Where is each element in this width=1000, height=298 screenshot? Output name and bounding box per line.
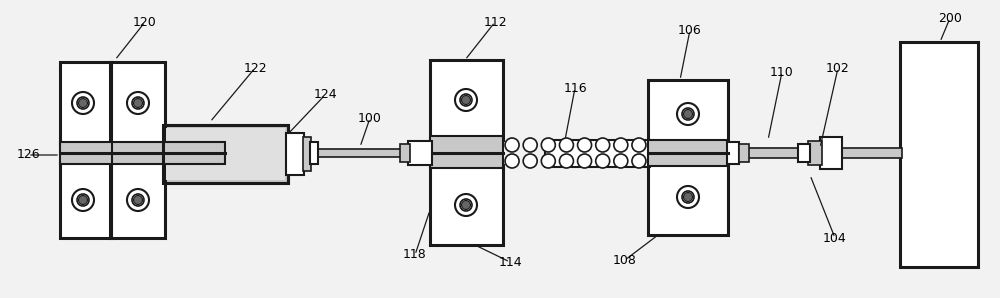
Text: 122: 122 — [243, 61, 267, 74]
Circle shape — [596, 138, 610, 152]
Text: 106: 106 — [678, 24, 702, 36]
Circle shape — [684, 109, 692, 119]
Circle shape — [559, 154, 573, 168]
Circle shape — [682, 108, 694, 120]
Circle shape — [78, 99, 88, 108]
Text: 110: 110 — [770, 66, 794, 78]
Bar — [408, 141, 432, 165]
Circle shape — [505, 154, 519, 168]
Circle shape — [132, 97, 144, 109]
Circle shape — [460, 199, 472, 211]
Text: 120: 120 — [133, 15, 157, 29]
Circle shape — [684, 193, 692, 201]
Bar — [166, 128, 285, 180]
Bar — [430, 136, 503, 168]
Circle shape — [455, 194, 477, 216]
Circle shape — [505, 138, 519, 152]
Circle shape — [614, 138, 628, 152]
Text: 104: 104 — [823, 232, 847, 244]
Circle shape — [127, 189, 149, 211]
Text: 100: 100 — [358, 111, 382, 125]
Circle shape — [578, 138, 592, 152]
Circle shape — [677, 186, 699, 208]
Circle shape — [77, 194, 89, 206]
Text: 116: 116 — [563, 81, 587, 94]
Circle shape — [72, 189, 94, 211]
Circle shape — [127, 92, 149, 114]
Circle shape — [614, 154, 628, 168]
Circle shape — [460, 94, 472, 106]
Bar — [400, 144, 410, 162]
Bar — [820, 137, 842, 169]
Circle shape — [559, 138, 573, 152]
Bar — [648, 140, 728, 166]
Bar — [808, 141, 822, 165]
Bar — [110, 62, 165, 144]
Bar — [285, 149, 410, 157]
Circle shape — [455, 89, 477, 111]
Text: 124: 124 — [313, 89, 337, 102]
Text: 108: 108 — [613, 254, 637, 266]
Bar — [900, 42, 978, 267]
Bar — [648, 160, 728, 235]
Circle shape — [541, 138, 555, 152]
Circle shape — [523, 154, 537, 168]
Text: 102: 102 — [826, 61, 850, 74]
Circle shape — [78, 195, 88, 204]
Bar — [545, 140, 650, 167]
Text: 114: 114 — [498, 255, 522, 268]
Circle shape — [596, 154, 610, 168]
Bar — [60, 142, 225, 164]
Circle shape — [632, 138, 646, 152]
Circle shape — [134, 195, 143, 204]
Circle shape — [134, 99, 143, 108]
Circle shape — [462, 201, 471, 209]
Bar — [286, 133, 304, 175]
Bar — [430, 60, 503, 140]
Circle shape — [72, 92, 94, 114]
Bar — [648, 80, 728, 148]
Bar — [739, 144, 749, 162]
Circle shape — [632, 154, 646, 168]
Bar — [110, 162, 165, 238]
Text: 200: 200 — [938, 12, 962, 24]
Circle shape — [677, 103, 699, 125]
Circle shape — [541, 154, 555, 168]
Bar — [727, 148, 902, 158]
Circle shape — [682, 191, 694, 203]
Bar — [60, 62, 112, 144]
Circle shape — [132, 194, 144, 206]
Text: 126: 126 — [16, 148, 40, 162]
Bar — [163, 125, 288, 183]
Circle shape — [462, 95, 471, 105]
Bar — [163, 125, 288, 183]
Circle shape — [77, 97, 89, 109]
Text: 118: 118 — [403, 249, 427, 262]
Bar — [303, 137, 311, 171]
Bar — [798, 144, 810, 162]
Circle shape — [578, 154, 592, 168]
Text: 112: 112 — [483, 15, 507, 29]
Circle shape — [523, 138, 537, 152]
Bar — [430, 165, 503, 245]
Bar — [60, 162, 112, 238]
Bar — [310, 142, 318, 164]
Bar — [727, 142, 739, 164]
